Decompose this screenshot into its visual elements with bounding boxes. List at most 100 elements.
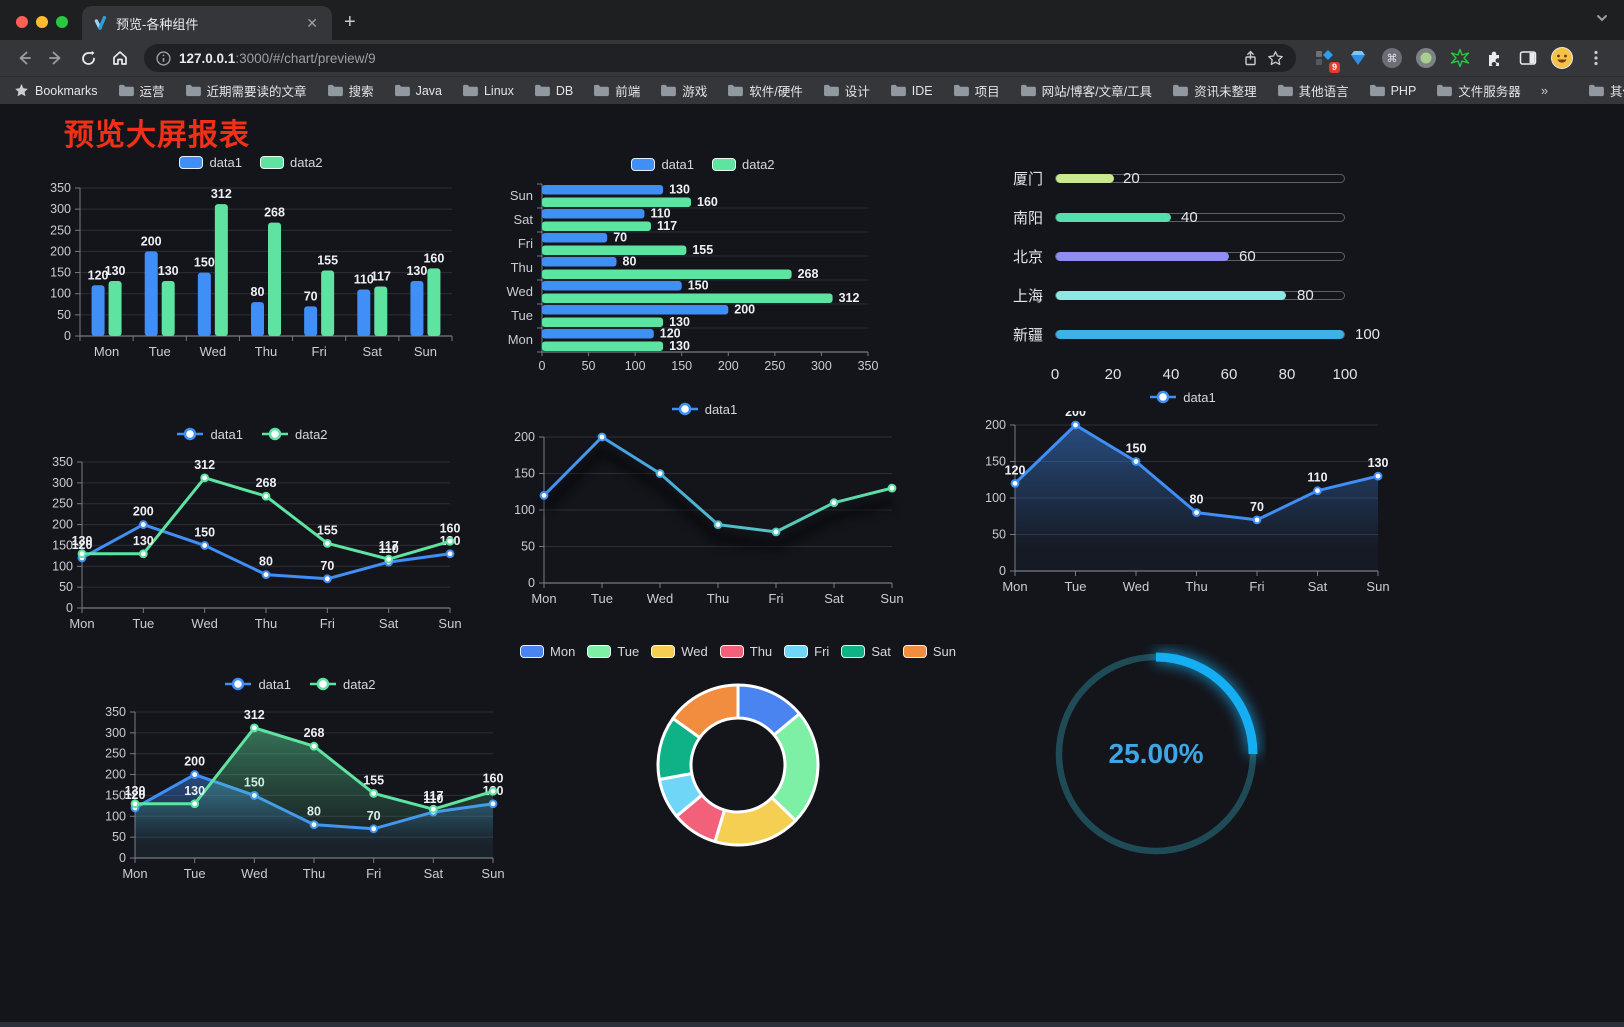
legend-item[interactable]: data1 [1149, 390, 1216, 405]
forward-button[interactable] [42, 44, 70, 72]
minimize-window-button[interactable] [36, 16, 48, 28]
browser-tab[interactable]: 预览-各种组件 ✕ [82, 6, 332, 40]
profile-avatar[interactable] [1550, 46, 1574, 70]
reload-button[interactable] [74, 44, 102, 72]
legend-item[interactable]: data1 [179, 155, 242, 170]
url-text[interactable]: 127.0.0.1:3000/#/chart/preview/9 [179, 51, 1234, 66]
bookmark-folder-item[interactable]: 游戏 [660, 81, 707, 100]
bookmark-star-icon[interactable] [1267, 50, 1284, 67]
legend-item[interactable]: data1 [176, 427, 243, 442]
bookmark-folder-label: 前端 [615, 85, 641, 99]
progress-track [1055, 291, 1345, 300]
chart-area-single[interactable]: data1 0 50 100 150 200 Mon Tue Wed Thu Fri Sat Sun 12… [975, 387, 1390, 606]
axis-tick-label: 60 [1220, 366, 1238, 383]
legend-item[interactable]: data2 [712, 157, 775, 172]
home-button[interactable] [106, 44, 134, 72]
extensions-puzzle-icon[interactable] [1482, 46, 1506, 70]
new-tab-button[interactable]: + [344, 11, 356, 33]
legend-item[interactable]: Thu [719, 644, 772, 659]
svg-text:Wed: Wed [1123, 579, 1150, 594]
svg-text:300: 300 [105, 726, 126, 740]
svg-text:130: 130 [72, 534, 93, 548]
chart-line-dual[interactable]: data1 data2 0 50 100 150 200 250 300 350 Mon Tue Wed… [42, 424, 462, 643]
bookmark-folder-item[interactable]: Linux [462, 84, 514, 98]
side-panel-icon[interactable] [1516, 46, 1540, 70]
bookmarks-overflow-chevron[interactable]: » [1540, 83, 1549, 98]
tab-close-icon[interactable]: ✕ [306, 14, 318, 31]
legend-line-marker [262, 427, 288, 441]
bookmark-folder-item[interactable]: 设计 [823, 81, 870, 100]
bookmark-folder-item[interactable]: PHP [1369, 84, 1416, 98]
tab-search-chevron-icon[interactable] [1594, 10, 1610, 26]
bookmark-folder-item[interactable]: 网站/博客/文章/工具 [1020, 81, 1152, 100]
extension-gem-icon[interactable] [1346, 46, 1370, 70]
extension-dot-icon[interactable] [1414, 46, 1438, 70]
svg-text:200: 200 [133, 505, 154, 519]
svg-text:117: 117 [371, 270, 391, 284]
bookmark-folder-label: Java [415, 83, 442, 98]
browser-menu-kebab-icon[interactable] [1584, 46, 1608, 70]
folder-icon [1589, 84, 1604, 97]
back-button[interactable] [10, 44, 38, 72]
svg-text:150: 150 [671, 359, 692, 373]
site-info-icon[interactable] [156, 50, 171, 66]
legend-item[interactable]: Mon [520, 644, 575, 659]
svg-text:70: 70 [304, 289, 318, 303]
extension-grid-icon[interactable]: 9 [1312, 46, 1340, 73]
bookmark-folder-item[interactable]: 运营 [118, 81, 165, 100]
bookmark-folder-item[interactable]: 资讯未整理 [1172, 81, 1257, 100]
bookmark-folder-label: 搜索 [348, 85, 374, 99]
chart-progress-list[interactable]: 厦门 20 南阳 40 北京 60 上海 80 新疆 100 0 20 40 60 80 100 [1003, 159, 1395, 390]
close-window-button[interactable] [16, 16, 28, 28]
svg-text:117: 117 [657, 219, 677, 233]
chart-gauge[interactable]: 25.00% [1046, 644, 1266, 869]
bookmarks-manager-item[interactable]: Bookmarks [14, 83, 98, 98]
legend-item[interactable]: Tue [587, 644, 639, 659]
bookmark-folder-item[interactable]: IDE [890, 84, 933, 98]
svg-text:130: 130 [669, 315, 690, 329]
browser-toolbar: 127.0.0.1:3000/#/chart/preview/9 9 [0, 40, 1624, 76]
chart-line-gradient[interactable]: data1 0 50 100 150 200 Mon Tue Wed Thu Fri Sat Sun [504, 399, 904, 618]
bookmark-folder-item[interactable]: 软件/硬件 [727, 81, 803, 100]
legend-item[interactable]: data1 [224, 677, 291, 692]
legend-item[interactable]: data2 [260, 155, 323, 170]
svg-text:100: 100 [105, 809, 126, 823]
svg-text:80: 80 [1190, 493, 1204, 507]
extension-star-icon[interactable] [1448, 46, 1472, 70]
progress-row: 北京 60 [1003, 237, 1395, 276]
legend-item[interactable]: Sat [841, 644, 891, 659]
bookmark-folder-label: 设计 [844, 85, 870, 99]
legend-item[interactable]: data1 [631, 157, 694, 172]
bookmark-folder-item[interactable]: 前端 [593, 81, 640, 100]
chart-area-dual[interactable]: data1 data2 0 50 100 150 200 250 300 350 Mon Tue Wed… [95, 674, 505, 893]
legend-item[interactable]: Wed [651, 644, 708, 659]
legend-label: data1 [210, 426, 243, 442]
share-icon[interactable] [1242, 50, 1259, 67]
chart-donut[interactable]: Mon Tue Wed Thu Fri Sat Sun [520, 641, 956, 855]
zoom-window-button[interactable] [56, 16, 68, 28]
extension-command-icon[interactable]: ⌘ [1380, 46, 1404, 70]
legend-item[interactable]: Sun [902, 644, 956, 659]
svg-text:312: 312 [211, 187, 232, 201]
bookmark-folder-item[interactable]: DB [534, 84, 573, 98]
bookmark-folder-item[interactable]: 项目 [953, 81, 1000, 100]
chart-bar-horizontal[interactable]: data1 data2 0 50 100 150 200 250 300 350 Sun 130 160… [502, 154, 904, 383]
legend-item[interactable]: data2 [309, 677, 376, 692]
bookmark-folder-item[interactable]: 近期需要读的文章 [185, 81, 307, 100]
legend-item[interactable]: data1 [671, 402, 737, 417]
folder-icon [1369, 84, 1385, 97]
chart-bar-grouped[interactable]: data1 data2 0 50 100 150 200 250 300 350 Mon 120 130… [40, 152, 462, 371]
folder-icon [1173, 84, 1188, 97]
bookmark-folder-label: 网站/博客/文章/工具 [1041, 85, 1153, 99]
svg-text:130: 130 [158, 264, 179, 278]
other-bookmarks-folder[interactable]: 其他书签 [1588, 81, 1624, 100]
svg-text:110: 110 [1307, 471, 1327, 485]
bookmark-folder-item[interactable]: 文件服务器 [1436, 81, 1521, 100]
legend-item[interactable]: data2 [261, 427, 328, 442]
bookmark-folder-item[interactable]: 搜索 [327, 81, 374, 100]
svg-text:150: 150 [688, 279, 709, 293]
legend-item[interactable]: Fri [784, 644, 829, 659]
bookmark-folder-item[interactable]: Java [394, 84, 442, 98]
address-bar[interactable]: 127.0.0.1:3000/#/chart/preview/9 [144, 44, 1296, 72]
bookmark-folder-item[interactable]: 其他语言 [1277, 81, 1349, 100]
